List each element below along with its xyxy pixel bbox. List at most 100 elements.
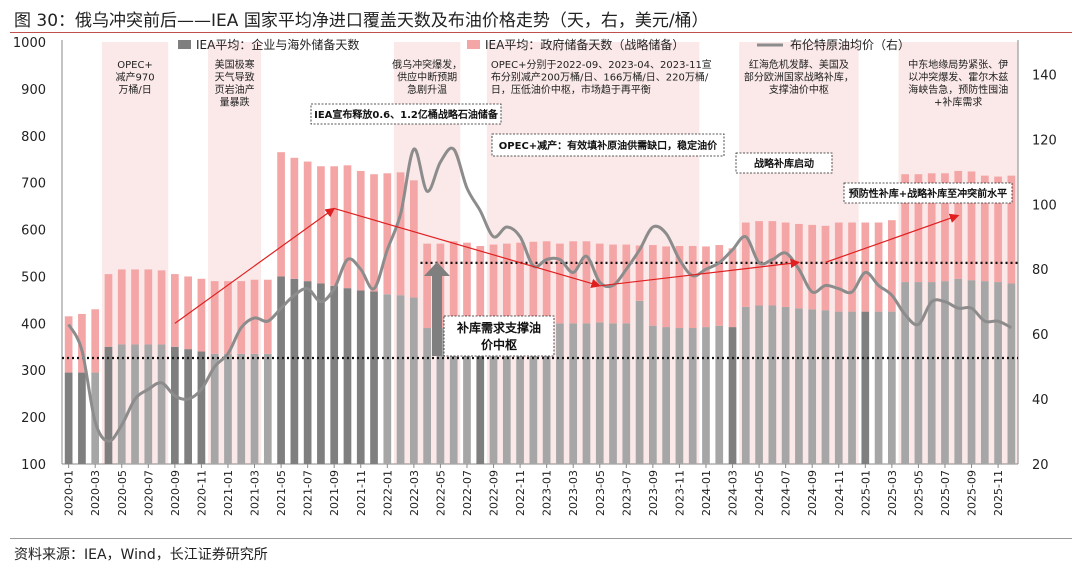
bar-commercial-2025-11 [994,282,1002,464]
x-tick-2025-03: 2025-03 [886,470,899,516]
bar-commercial-2021-04 [263,353,272,464]
bar-government-2025-12 [1007,175,1016,284]
x-tick-2024-03: 2024-03 [727,470,740,516]
bar-commercial-2023-10 [662,327,670,464]
x-tick-2020-01: 2020-01 [63,470,76,516]
bar-government-2020-06 [131,269,139,345]
bar-series [64,152,1016,464]
x-tick-2022-05: 2022-05 [434,470,447,516]
bar-government-2024-10 [821,225,830,311]
bar-government-2020-02 [78,313,86,373]
bar-commercial-2024-06 [768,305,777,464]
bar-government-2021-09 [330,166,339,286]
bar-government-2023-02 [556,243,564,324]
bar-commercial-2023-04 [582,323,591,464]
bar-government-2025-10 [980,175,989,282]
legend-label-brent: 布伦特原油均价（右） [790,37,910,52]
bar-government-2025-04 [901,174,909,283]
y-right-tick-140: 140 [1032,68,1057,83]
bar-government-2021-06 [290,157,299,279]
legend: IEA平均：企业与海外储备天数 IEA平均：政府储备天数（战略储备） 布伦特原油均价… [178,37,910,52]
bar-commercial-2023-05 [595,322,604,464]
bar-commercial-2023-09 [649,325,657,464]
bar-government-2022-02 [396,172,405,296]
bar-government-2025-01 [861,222,870,312]
bar-commercial-2022-07 [463,327,471,464]
bar-commercial-2025-10 [980,281,989,464]
bar-commercial-2020-11 [197,351,206,464]
x-tick-2023-09: 2023-09 [647,470,660,516]
bar-commercial-2025-09 [967,280,976,464]
x-tick-2021-03: 2021-03 [249,470,262,516]
figure-title: 图 30：俄乌冲突前后——IEA 国家平均净进口覆盖天数及布油价格走势（天，右，… [14,11,709,31]
bar-commercial-2020-10 [184,349,192,464]
trend-arrow-2 [599,258,801,287]
x-tick-2024-11: 2024-11 [833,470,846,516]
bar-government-2025-09 [967,171,976,281]
x-tick-2025-01: 2025-01 [859,470,872,516]
shaded-period-label-0: OPEC+减产970 万桶/日 [115,60,154,96]
bar-commercial-2023-07 [622,323,631,464]
x-tick-2020-07: 2020-07 [142,470,155,516]
x-tick-2022-09: 2022-09 [488,470,501,516]
bar-commercial-2024-12 [848,311,856,464]
annotation-precautionary-restock: 预防性补库+战略补库至冲突前水平 [843,182,1013,204]
bar-commercial-2022-02 [396,295,405,464]
x-tick-2020-03: 2020-03 [89,470,102,516]
trend-arrow-0 [174,207,336,324]
bar-commercial-2020-02 [78,372,86,464]
bar-government-2025-05 [914,174,923,283]
legend-label-commercial: IEA平均：企业与海外储备天数 [196,37,359,52]
bar-commercial-2020-05 [117,344,126,464]
y-left-tick-800: 800 [21,130,46,145]
annotation-opec-cut-text: OPEC+减产：有效填补原油供需缺口，稳定油价 [499,139,718,152]
bar-commercial-2021-12 [370,291,378,464]
bar-commercial-2023-12 [688,328,697,464]
bar-government-2022-03 [410,180,418,298]
y-left-tick-400: 400 [21,317,46,332]
annotation-strategic-restock: 战略补库启动 [735,152,833,174]
bar-commercial-2024-10 [821,310,830,464]
bar-commercial-2025-08 [954,278,963,464]
source-divider [10,538,1072,539]
bar-government-2021-10 [343,165,352,289]
bar-government-2023-08 [635,245,644,301]
shaded-period-label-5: 中东地缘局势紧张、伊以冲突爆发、霍尔木兹海峡告急，预防性囤油+补库需求 [908,58,1008,109]
bar-commercial-2024-04 [741,306,750,464]
bar-commercial-2021-05 [277,276,285,464]
bar-government-2021-02 [237,281,246,354]
bar-government-2020-03 [91,309,100,373]
bar-commercial-2022-03 [410,297,418,464]
annotation-precautionary-restock-text: 预防性补库+战略补库至冲突前水平 [849,187,1007,200]
bar-government-2024-01 [702,246,710,328]
bar-commercial-2025-07 [941,281,949,464]
shaded-period-label-4: 红海危机发酵、美国及部分欧洲国家战略补库，支撑油价中枢 [744,58,854,96]
y-left-tick-300: 300 [21,364,46,379]
bar-commercial-2021-08 [317,283,325,464]
y-right-tick-40: 40 [1032,393,1049,408]
trend-arrow-1 [334,207,601,289]
bar-government-2020-01 [64,316,73,373]
x-tick-2024-09: 2024-09 [806,470,819,516]
bar-commercial-2021-07 [303,281,312,464]
bar-government-2022-06 [449,241,458,329]
bar-government-2025-11 [994,176,1002,283]
bar-government-2021-04 [263,279,272,354]
annotation-opec-cut-frame [491,133,725,157]
x-tick-2021-07: 2021-07 [302,470,315,516]
x-tick-2022-03: 2022-03 [408,470,421,516]
bar-commercial-2020-06 [131,344,139,464]
bar-commercial-2021-03 [250,353,259,464]
bar-government-2021-08 [317,166,325,284]
bar-commercial-2024-02 [715,325,724,464]
bar-government-2023-10 [662,246,670,328]
x-tick-2024-01: 2024-01 [700,470,713,516]
x-tick-2024-07: 2024-07 [780,470,793,516]
bar-government-2022-01 [383,173,392,295]
bar-government-2020-08 [157,270,166,345]
bar-government-2024-07 [781,222,790,307]
bar-commercial-2021-09 [330,285,339,464]
bar-commercial-2024-11 [834,311,843,464]
bar-commercial-2021-02 [237,353,246,464]
bar-government-2022-09 [489,244,498,325]
